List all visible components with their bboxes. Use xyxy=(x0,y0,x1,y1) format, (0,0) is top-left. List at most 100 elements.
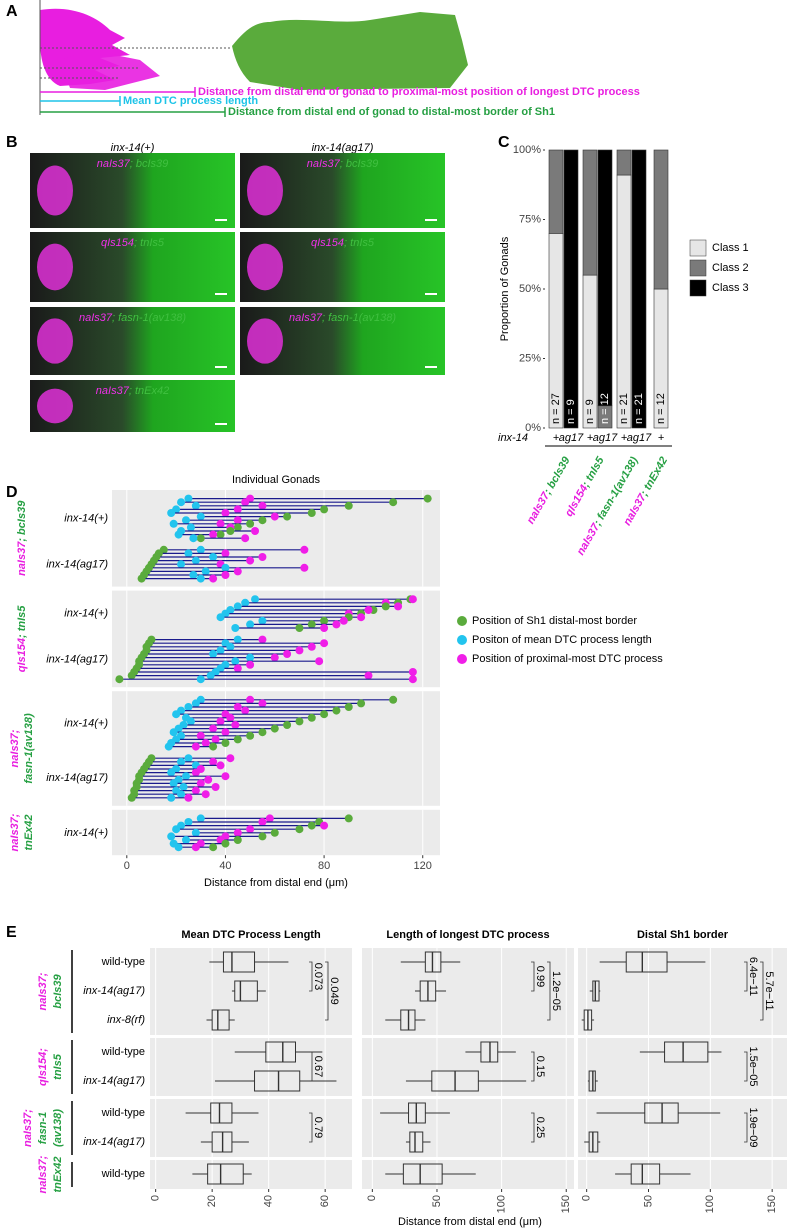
gonad-point xyxy=(320,821,329,830)
gonad-point xyxy=(364,606,373,614)
row-label: inx-8(rf) xyxy=(107,1014,145,1026)
gonad-point xyxy=(233,505,242,514)
gonad-point xyxy=(186,717,195,726)
gonad-point xyxy=(226,642,235,651)
strip-label: tnEx42 xyxy=(52,1156,64,1192)
gonad-point xyxy=(246,695,255,704)
gonad-point xyxy=(320,616,329,625)
gonad-point xyxy=(181,772,190,781)
gonad-shape xyxy=(232,12,468,90)
bar-segment xyxy=(548,149,564,234)
n-label: n = 12 xyxy=(599,393,611,424)
legend-swatch xyxy=(689,239,707,257)
gonad-point xyxy=(394,602,403,611)
gonad-point xyxy=(231,624,240,632)
gonad-point xyxy=(226,713,235,722)
gonad-point xyxy=(189,534,198,543)
text-part: naIs37 xyxy=(97,158,131,170)
gonad-point xyxy=(423,494,432,503)
tile-label: qIs154; tnIs5 xyxy=(101,237,165,249)
bracket xyxy=(531,961,535,992)
gonad-point xyxy=(184,703,193,711)
column-title: inx-14(+) xyxy=(111,142,155,154)
gonad-point xyxy=(169,728,178,737)
gonad-point xyxy=(191,768,200,777)
bracket xyxy=(325,961,329,1021)
gonad-point xyxy=(167,768,176,777)
gonad-point xyxy=(191,556,200,565)
gonad-point xyxy=(246,556,255,565)
gonad-point xyxy=(209,742,218,751)
p-value: 0.79 xyxy=(312,1117,324,1138)
x-tick-label: 40 xyxy=(263,1195,275,1207)
gonad-point xyxy=(216,519,225,528)
gonad-point xyxy=(191,501,200,510)
text-part: tnIs5 xyxy=(52,1053,64,1080)
legend-swatch xyxy=(689,259,707,277)
gonad-point xyxy=(258,501,267,510)
box xyxy=(664,1041,709,1063)
panel-bg xyxy=(362,1038,574,1096)
gonad-point xyxy=(184,818,193,826)
strip-label: naIs37; xyxy=(9,813,21,851)
gonad-point xyxy=(209,757,218,766)
gonad-point xyxy=(127,671,136,680)
gonad-point xyxy=(211,735,220,744)
strip-label: bcIs39 xyxy=(52,973,64,1008)
box xyxy=(211,1009,230,1031)
gonad-point xyxy=(191,699,200,708)
x-tick-label: ag17 xyxy=(559,432,584,444)
box xyxy=(402,1163,443,1185)
gonad-point xyxy=(177,757,186,766)
gonad-point xyxy=(251,527,260,535)
strip-label: tnIs5 xyxy=(52,1053,64,1080)
gonad-point xyxy=(201,790,210,799)
panel-bg xyxy=(150,1038,352,1096)
bar-segment xyxy=(582,149,598,276)
y-tick-label: 100% xyxy=(513,144,541,156)
gonad-point xyxy=(189,571,198,579)
gonad-point xyxy=(221,509,230,517)
gonad-point xyxy=(270,724,279,733)
gonad-point xyxy=(258,516,267,525)
gonad-point xyxy=(167,509,176,517)
x-tick-label: 50 xyxy=(642,1195,654,1207)
gonad-point xyxy=(233,523,242,532)
x-axis-title: Distance from distal end (μm) xyxy=(204,877,348,889)
y-tick-label: 50% xyxy=(519,283,541,295)
gonad-point xyxy=(181,836,190,844)
x-tick-label: 100 xyxy=(496,1195,508,1213)
x-tick-label: ag17 xyxy=(593,432,618,444)
text-part: ; tnIs5 xyxy=(16,605,28,638)
gonad-point xyxy=(231,721,240,729)
strip-label: qIs154; xyxy=(37,1048,49,1086)
text-part: naIs37 xyxy=(96,385,130,397)
gonad-point xyxy=(295,624,304,632)
gonad-point xyxy=(221,571,230,579)
gonad-point xyxy=(246,660,255,669)
gonad-point xyxy=(221,839,230,848)
row-label: inx-14(ag17) xyxy=(83,985,145,997)
gonad-point xyxy=(172,825,181,834)
gonad-point xyxy=(389,695,398,704)
gonad-point xyxy=(246,825,255,834)
gonad-point xyxy=(233,516,242,525)
chart-title: Mean DTC Process Length xyxy=(181,929,321,941)
gonad-point xyxy=(344,501,353,510)
panel-label: D xyxy=(6,484,18,501)
tile-label: naIs37; fasn-1(av138) xyxy=(289,312,396,324)
bracket xyxy=(744,961,748,992)
gonad-point xyxy=(184,793,193,802)
gonad-point xyxy=(332,706,341,715)
gonad-point xyxy=(201,567,210,576)
p-value: 1.5e−05 xyxy=(747,1046,759,1086)
box xyxy=(234,980,258,1002)
gonad-point xyxy=(216,613,225,622)
p-value: 0.25 xyxy=(534,1117,546,1138)
gonad-point xyxy=(127,793,136,802)
schematic xyxy=(39,0,468,115)
gonad-point xyxy=(246,731,255,740)
gonad-point xyxy=(181,516,190,525)
text-part: qIs154; xyxy=(37,1048,49,1086)
x-tick-label: 50 xyxy=(431,1195,443,1207)
